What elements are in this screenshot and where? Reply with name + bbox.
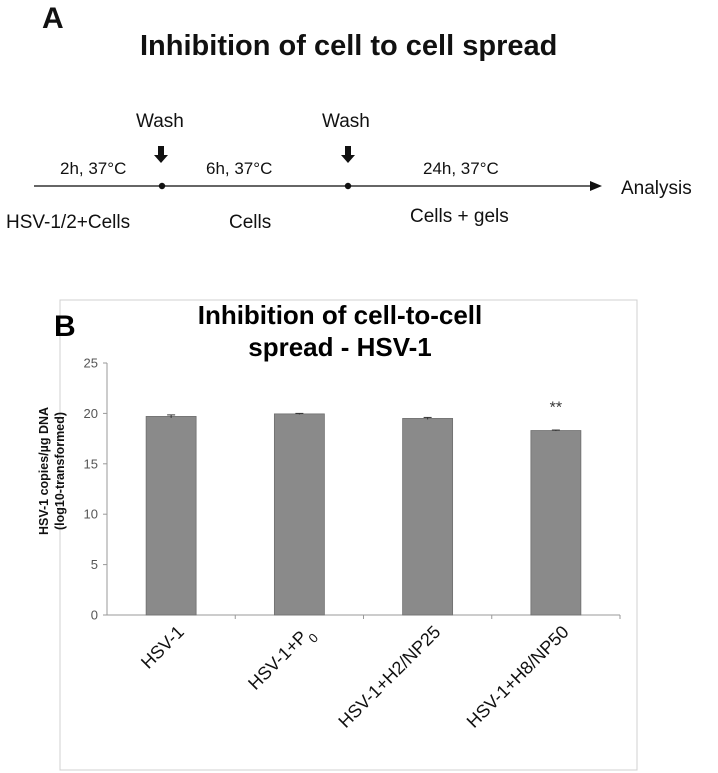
y-tick-label: 0 [91,608,98,623]
step-2-label: Cells [229,212,272,233]
timeline-dot-1 [158,182,166,190]
analysis-label: Analysis [621,178,692,199]
panel-a-letter: A [42,2,64,35]
y-tick-label: 15 [84,456,98,471]
bar [530,430,582,616]
y-tick-label: 25 [84,356,98,371]
x-tick-label: HSV-1+H8/NP50 [463,622,573,732]
x-axis-labels: HSV-1 HSV-1+P0 HSV-1+H2/NP25 HSV-1+H8/NP50 [137,615,621,732]
timeline-dot-2 [344,182,352,190]
wash-label-2: Wash [322,111,370,132]
panel-b-letter: B [54,310,76,343]
step-2-time: 6h, 37°C [206,159,273,178]
bar-chart: B Inhibition of cell-to-cell spread - HS… [37,299,638,771]
step-3-time: 24h, 37°C [423,159,499,178]
bars: ** [145,400,582,616]
wash-label-1: Wash [136,111,184,132]
bar [273,413,325,616]
step-1-time: 2h, 37°C [60,159,127,178]
y-tick-label: 10 [84,507,98,522]
step-3-label: Cells + gels [410,206,509,227]
wash-arrow-icon-1 [154,146,168,163]
x-tick-label: HSV-1 [137,622,188,673]
significance-label: ** [550,400,562,417]
y-axis-label-line-2: (log10-transformed) [53,412,67,530]
timeline-diagram [34,146,602,191]
y-tick-label: 20 [84,406,98,421]
x-tick-label: HSV-1+H2/NP25 [334,622,444,732]
wash-arrow-icon-2 [341,146,355,163]
chart-title-line-1: Inhibition of cell-to-cell [198,300,483,330]
bar [145,416,197,616]
chart-border [59,299,638,771]
bar [402,418,454,616]
timeline-arrow-head [590,181,602,191]
y-axis-label-line-1: HSV-1 copies/µg DNA [37,407,51,535]
step-1-label: HSV-1/2+Cells [6,212,131,233]
x-tick-label: HSV-1+P0 [244,622,321,699]
panel-a-title: Inhibition of cell to cell spread [140,30,558,62]
y-tick-label: 5 [91,557,98,572]
y-axis-label: HSV-1 copies/µg DNA (log10-transformed) [37,407,67,535]
chart-title-line-2: spread - HSV-1 [248,332,432,362]
